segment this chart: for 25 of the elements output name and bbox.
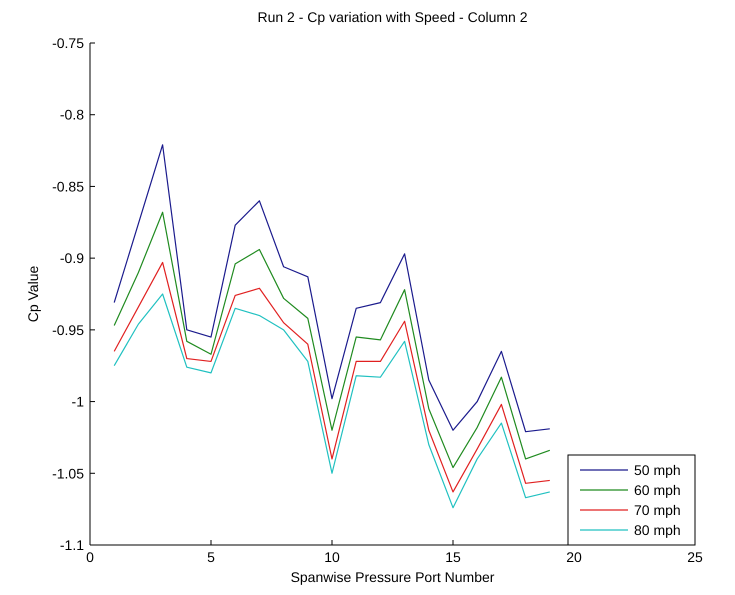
line-series	[114, 262, 550, 493]
y-tick-label: -1	[72, 394, 84, 410]
legend-label: 50 mph	[634, 462, 681, 478]
x-axis-title: Spanwise Pressure Port Number	[290, 569, 495, 585]
x-tick-label: 25	[687, 549, 703, 565]
x-tick-label: 5	[207, 549, 216, 565]
y-tick-label: -0.9	[60, 250, 84, 266]
y-tick-label: -1.1	[60, 537, 84, 553]
x-tick-label: 20	[566, 549, 582, 565]
y-tick-label: -0.85	[52, 178, 84, 194]
legend-label: 80 mph	[634, 522, 681, 538]
y-tick-label: -1.05	[52, 465, 84, 482]
line-series	[114, 212, 550, 468]
line-series	[114, 293, 550, 508]
legend-label: 60 mph	[634, 482, 681, 498]
x-tick-label: 0	[86, 549, 94, 565]
y-axis-title: Cp Value	[25, 266, 41, 322]
y-tick-label: -0.75	[52, 35, 84, 51]
chart-title: Run 2 - Cp variation with Speed - Column 2	[257, 9, 528, 25]
legend-label: 70 mph	[634, 502, 681, 518]
line-series	[114, 144, 550, 432]
x-tick-label: 15	[445, 549, 461, 565]
y-tick-label: -0.8	[60, 106, 84, 123]
x-tick-label: 10	[324, 549, 340, 565]
y-tick-label: -0.95	[52, 322, 84, 338]
